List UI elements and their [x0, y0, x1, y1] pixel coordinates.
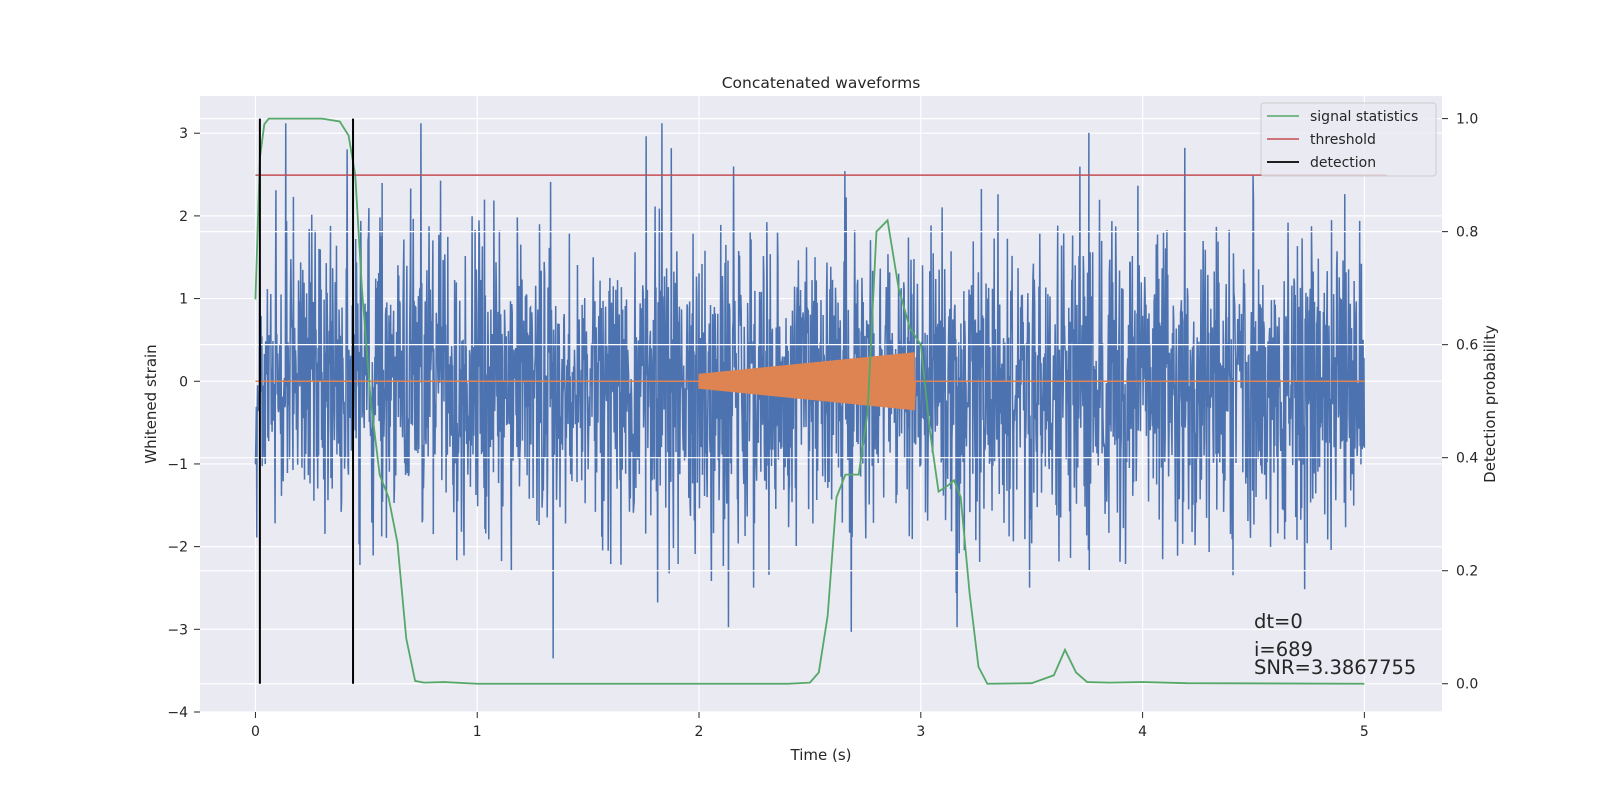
y2-tick-label-0: 0.0	[1456, 677, 1478, 693]
y-tick-label-5: 1	[179, 292, 188, 308]
legend: signal statistics threshold detection	[1260, 102, 1437, 177]
series-line-chirp	[255, 352, 1365, 411]
y-tick-label-0: −4	[167, 705, 188, 721]
legend-label-threshold: threshold	[1310, 132, 1376, 148]
annotation-dt: dt=0	[1254, 610, 1303, 633]
series-line-signal-statistics	[254, 117, 1365, 685]
y-tick-label-7: 3	[179, 126, 188, 142]
x-tick-label-1: 1	[473, 724, 482, 740]
chart-title: Concatenated waveforms	[722, 74, 921, 92]
y2-axis-title: Detection probability	[1481, 325, 1499, 483]
annotation-snr: SNR=3.3867755	[1254, 656, 1416, 679]
y-axis-title: Whitened strain	[142, 344, 160, 463]
x-tick-label-3: 3	[916, 724, 925, 740]
legend-label-detection: detection	[1310, 155, 1376, 171]
x-tick-label-5: 5	[1360, 724, 1369, 740]
y-tick-label-4: 0	[179, 374, 188, 390]
grid-right	[200, 118, 1442, 685]
y2-tick-label-4: 0.8	[1456, 225, 1478, 241]
ticks: 0 1 2 3 4 5 −4 −3 −2 −1 0 1 2 3 0.0 0.2 0.4 0.6 0.8 1.0	[167, 112, 1478, 740]
annotation-i: i=689	[1254, 638, 1313, 661]
y2-tick-label-1: 0.2	[1456, 564, 1478, 580]
x-axis-title: Time (s)	[790, 746, 852, 764]
y2-tick-label-3: 0.6	[1456, 338, 1478, 354]
y-tick-label-6: 2	[179, 209, 188, 225]
x-tick-label-0: 0	[251, 724, 260, 740]
legend-box	[1260, 102, 1437, 177]
annotations: dt=0 i=689 SNR=3.3867755	[1254, 610, 1416, 679]
legend-label-signal-statistics: signal statistics	[1310, 109, 1418, 125]
y-tick-label-1: −3	[167, 622, 188, 638]
x-tick-label-2: 2	[695, 724, 704, 740]
y2-tick-label-5: 1.0	[1456, 112, 1478, 128]
y-tick-label-3: −1	[167, 457, 188, 473]
y2-tick-label-2: 0.4	[1456, 451, 1478, 467]
x-tick-label-4: 4	[1138, 724, 1147, 740]
y-tick-label-2: −2	[167, 540, 188, 556]
plot-area-right	[254, 117, 1387, 685]
